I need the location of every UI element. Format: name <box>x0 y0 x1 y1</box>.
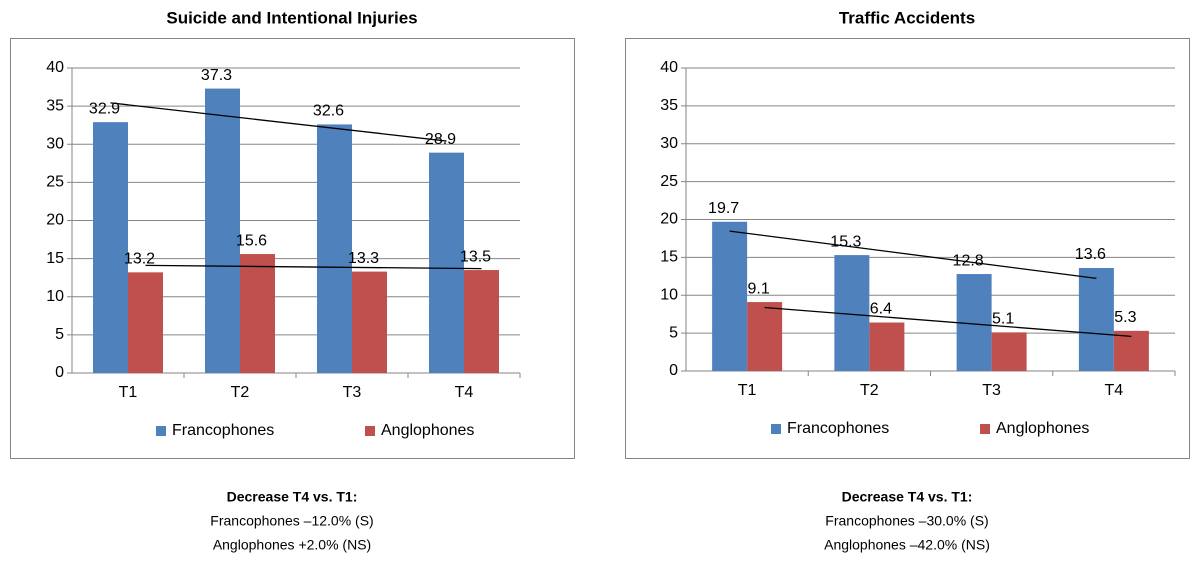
note: Anglophones +2.0% (NS) <box>213 537 371 553</box>
bar <box>205 88 240 374</box>
bar <box>317 124 352 373</box>
legend-label: Anglophones <box>381 422 474 439</box>
trend-line <box>764 306 1132 338</box>
y-tick-label: 30 <box>46 135 64 152</box>
bar <box>1113 330 1149 371</box>
data-label: 15.3 <box>830 233 861 250</box>
x-tick-label: T4 <box>1105 382 1124 399</box>
note: Francophones –30.0% (S) <box>825 513 988 529</box>
y-tick-label: 10 <box>46 288 64 305</box>
chart-title: Suicide and Intentional Injuries <box>166 8 417 27</box>
y-tick-label: 20 <box>660 211 678 228</box>
data-label: 5.1 <box>992 311 1014 328</box>
x-tick-label: T2 <box>231 384 250 401</box>
x-tick-label: T1 <box>119 384 138 401</box>
y-tick-label: 25 <box>660 173 678 190</box>
bar <box>240 254 275 373</box>
y-tick-label: 30 <box>660 135 678 152</box>
data-label: 13.3 <box>348 250 379 267</box>
y-tick-label: 25 <box>46 174 64 191</box>
bar <box>869 322 905 371</box>
y-tick-label: 15 <box>46 250 64 267</box>
bar <box>464 270 499 373</box>
y-tick-label: 40 <box>660 59 678 76</box>
y-tick-label: 5 <box>669 324 678 341</box>
bar <box>991 332 1027 371</box>
data-label: 37.3 <box>201 67 232 84</box>
legend-swatch <box>156 426 166 436</box>
y-tick-label: 0 <box>669 362 678 379</box>
x-tick-label: T3 <box>343 384 362 401</box>
data-label: 15.6 <box>236 232 267 249</box>
legend-swatch <box>771 424 781 434</box>
note: Francophones –12.0% (S) <box>210 513 373 529</box>
data-label: 13.6 <box>1075 246 1106 263</box>
y-tick-label: 10 <box>660 286 678 303</box>
chart-frame <box>625 38 1190 459</box>
data-label: 32.9 <box>89 100 120 117</box>
y-tick-label: 35 <box>46 97 64 114</box>
legend-swatch <box>980 424 990 434</box>
legend-label: Anglophones <box>996 420 1089 437</box>
bar <box>352 271 387 373</box>
legend-label: Francophones <box>787 420 889 437</box>
trend-line <box>729 230 1097 280</box>
legend-label: Francophones <box>172 422 274 439</box>
data-label: 19.7 <box>708 200 739 217</box>
legend-swatch <box>365 426 375 436</box>
y-tick-label: 5 <box>55 326 64 343</box>
bar <box>93 122 128 373</box>
data-label: 28.9 <box>425 131 456 148</box>
data-label: 6.4 <box>870 301 892 318</box>
y-tick-label: 15 <box>660 249 678 266</box>
x-tick-label: T3 <box>982 382 1001 399</box>
data-label: 5.3 <box>1114 309 1136 326</box>
trend-line <box>110 102 447 142</box>
bar <box>712 221 748 371</box>
chart-title: Traffic Accidents <box>839 8 975 27</box>
note-title: Decrease T4 vs. T1: <box>842 489 973 505</box>
x-tick-label: T1 <box>738 382 757 399</box>
y-tick-label: 0 <box>55 364 64 381</box>
note: Anglophones –42.0% (NS) <box>824 537 990 553</box>
trend-line <box>145 264 482 270</box>
data-label: 13.2 <box>124 251 155 268</box>
data-label: 9.1 <box>748 280 770 297</box>
note-title: Decrease T4 vs. T1: <box>227 489 358 505</box>
x-tick-label: T2 <box>860 382 879 399</box>
y-tick-label: 20 <box>46 212 64 229</box>
y-tick-label: 35 <box>660 97 678 114</box>
bar <box>747 302 783 371</box>
chart-frame <box>10 38 575 459</box>
bar <box>1078 267 1114 371</box>
bar <box>128 272 163 373</box>
bar <box>429 152 464 373</box>
data-label: 12.8 <box>953 252 984 269</box>
data-label: 13.5 <box>460 248 491 265</box>
data-label: 32.6 <box>313 103 344 120</box>
y-tick-label: 40 <box>46 59 64 76</box>
x-tick-label: T4 <box>455 384 474 401</box>
